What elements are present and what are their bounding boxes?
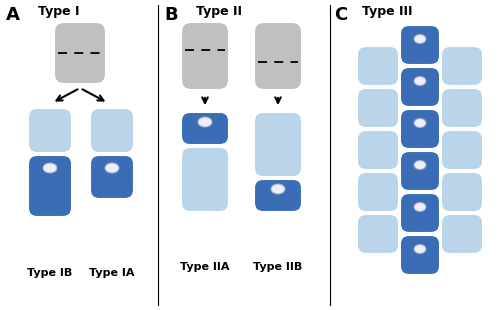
FancyBboxPatch shape	[181, 147, 229, 212]
FancyBboxPatch shape	[357, 46, 399, 86]
Text: Type IA: Type IA	[89, 268, 135, 278]
FancyBboxPatch shape	[400, 193, 440, 233]
FancyBboxPatch shape	[441, 130, 483, 170]
FancyBboxPatch shape	[28, 155, 72, 217]
FancyBboxPatch shape	[441, 46, 483, 86]
FancyBboxPatch shape	[181, 22, 229, 90]
Ellipse shape	[414, 34, 426, 43]
FancyBboxPatch shape	[28, 108, 72, 153]
FancyBboxPatch shape	[400, 67, 440, 107]
Ellipse shape	[198, 117, 212, 127]
FancyBboxPatch shape	[400, 109, 440, 149]
Text: Type IIB: Type IIB	[254, 262, 302, 272]
FancyBboxPatch shape	[357, 130, 399, 170]
Text: Type IIA: Type IIA	[180, 262, 230, 272]
FancyBboxPatch shape	[90, 155, 134, 199]
Text: Type II: Type II	[196, 5, 242, 18]
Ellipse shape	[414, 161, 426, 170]
Ellipse shape	[414, 202, 426, 211]
Text: Type IB: Type IB	[28, 268, 72, 278]
FancyBboxPatch shape	[441, 172, 483, 212]
Text: A: A	[6, 6, 20, 24]
FancyBboxPatch shape	[441, 214, 483, 254]
Ellipse shape	[105, 163, 119, 173]
Ellipse shape	[43, 163, 57, 173]
FancyBboxPatch shape	[254, 22, 302, 90]
Ellipse shape	[271, 184, 285, 194]
Ellipse shape	[414, 77, 426, 86]
FancyBboxPatch shape	[357, 214, 399, 254]
FancyBboxPatch shape	[181, 112, 229, 145]
FancyBboxPatch shape	[400, 235, 440, 275]
Text: Type III: Type III	[362, 5, 412, 18]
FancyBboxPatch shape	[90, 108, 134, 153]
FancyBboxPatch shape	[357, 172, 399, 212]
Text: Type I: Type I	[38, 5, 80, 18]
FancyBboxPatch shape	[254, 112, 302, 177]
Ellipse shape	[414, 245, 426, 254]
FancyBboxPatch shape	[400, 151, 440, 191]
FancyBboxPatch shape	[254, 179, 302, 212]
FancyBboxPatch shape	[400, 25, 440, 65]
FancyBboxPatch shape	[357, 88, 399, 128]
FancyBboxPatch shape	[54, 22, 106, 84]
Text: C: C	[334, 6, 347, 24]
Ellipse shape	[414, 118, 426, 127]
Text: B: B	[164, 6, 177, 24]
FancyBboxPatch shape	[441, 88, 483, 128]
